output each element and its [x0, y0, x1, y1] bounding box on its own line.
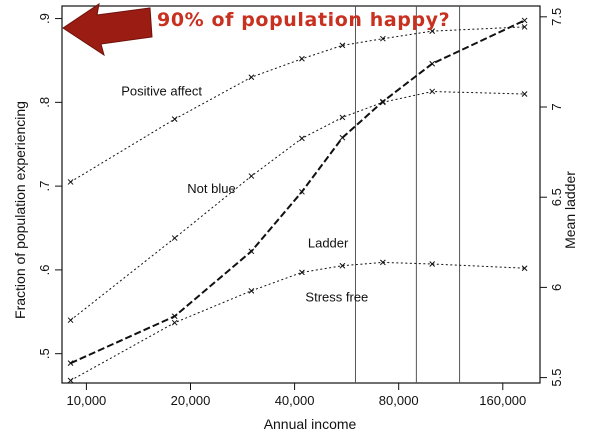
stress-free-point	[429, 261, 436, 267]
plot-frame	[61, 5, 541, 384]
ladder-point	[339, 134, 346, 141]
y-tick-label-right: 6	[549, 284, 564, 291]
y-axis-label-right: Mean ladder	[562, 171, 578, 249]
positive-affect-point	[380, 35, 386, 42]
positive-affect-point	[67, 179, 74, 185]
y-tick-label-right: 7	[549, 103, 564, 110]
reference-lines	[354, 6, 461, 383]
red-arrow-icon	[62, 2, 153, 57]
not-blue-point	[521, 91, 528, 97]
stress-free-point	[171, 319, 178, 326]
not-blue-point	[67, 317, 74, 324]
ladder-point	[521, 17, 528, 24]
not-blue-point	[299, 135, 305, 142]
ladder-point	[299, 188, 305, 195]
y-axis-label-left: Fraction of population experiencing	[12, 101, 28, 319]
y-tick-label-left: .7	[37, 181, 52, 192]
ladder-point	[171, 313, 178, 320]
x-axis-label: Annual income	[264, 416, 357, 432]
series-labels: Positive affect Not blue Ladder Stress free	[121, 84, 368, 305]
ladder-point	[67, 360, 74, 367]
y-tick-label-right: 5.5	[549, 369, 564, 387]
y-axis-left: .5 .6 .7 .8 .9	[37, 13, 62, 359]
y-tick-label-left: .5	[37, 348, 52, 359]
stress-free-point	[299, 269, 305, 276]
y-tick-label-left: .9	[37, 13, 52, 24]
not-blue-point	[429, 88, 436, 95]
ladder-point	[380, 98, 386, 105]
x-tick-label: 80,000	[379, 393, 419, 408]
headline-annotation: 90% of population happy?	[62, 2, 450, 57]
stress-free-line	[70, 261, 525, 381]
positive-affect-point	[429, 28, 436, 34]
stress-free-point	[380, 259, 386, 266]
x-axis: 10,000 20,000 40,000 80,000 160,000	[67, 383, 526, 408]
positive-affect-label: Positive affect	[121, 84, 202, 99]
positive-affect-point	[339, 42, 346, 49]
series-layer	[67, 17, 528, 384]
stress-free-label: Stress free	[305, 290, 368, 305]
y-axis-right: 5.5 6 6.5 7 7.5	[540, 8, 564, 387]
y-tick-label-right: 7.5	[549, 8, 564, 26]
not-blue-label: Not blue	[187, 181, 235, 196]
y-tick-label-left: .6	[37, 264, 52, 275]
x-tick-label: 160,000	[479, 393, 526, 408]
positive-affect-point	[171, 116, 178, 122]
x-tick-label: 20,000	[171, 393, 211, 408]
ladder-line	[70, 19, 526, 365]
not-blue-point	[339, 114, 346, 121]
x-tick-label: 40,000	[275, 393, 315, 408]
y-tick-label-left: .8	[37, 97, 52, 108]
x-tick-label: 10,000	[67, 393, 107, 408]
positive-affect-point	[299, 55, 305, 62]
positive-affect-line	[70, 26, 525, 183]
stress-free-point	[248, 287, 255, 294]
ladder-point	[248, 248, 255, 255]
ladder-point	[429, 60, 436, 67]
ladder-label: Ladder	[308, 235, 349, 250]
stress-free-point	[67, 377, 74, 384]
positive-affect-point	[248, 74, 255, 81]
stress-free-point	[521, 265, 528, 272]
stress-free-point	[339, 262, 346, 269]
headline-text: 90% of population happy?	[157, 9, 450, 31]
positive-affect-point	[521, 24, 528, 30]
not-blue-point	[171, 235, 178, 241]
not-blue-point	[248, 173, 255, 179]
y-tick-label-right: 6.5	[549, 188, 564, 206]
not-blue-line	[70, 90, 525, 321]
plot-area	[61, 5, 541, 384]
